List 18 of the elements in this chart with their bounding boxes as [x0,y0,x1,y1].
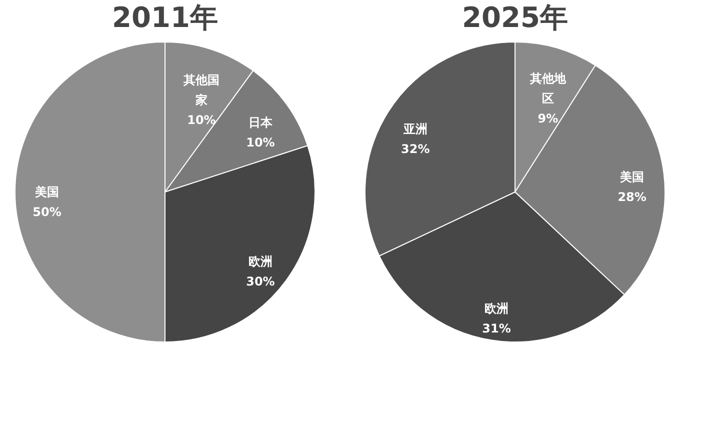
data-label: 10% [187,112,216,127]
slice-label: 美国 [34,185,59,199]
data-label: 31% [482,322,511,336]
data-label: 30% [246,274,275,288]
data-label: 50% [32,205,62,219]
data-label: 32% [401,142,430,156]
slice-label: 欧洲 [248,254,272,268]
chart-title: 2025年 [462,1,568,34]
slice-label: 日本 [248,116,274,130]
chart-title: 2011年 [112,1,218,34]
slice-label: 亚洲 [402,122,428,136]
slice-label: 欧洲 [484,302,509,316]
slice-label: 其他国家 [182,72,220,107]
data-label: 28% [618,190,646,204]
data-label: 10% [246,136,275,150]
slice-label: 美国 [619,170,644,184]
data-label: 9% [538,112,558,126]
slice-label: 其他地区 [528,72,567,106]
